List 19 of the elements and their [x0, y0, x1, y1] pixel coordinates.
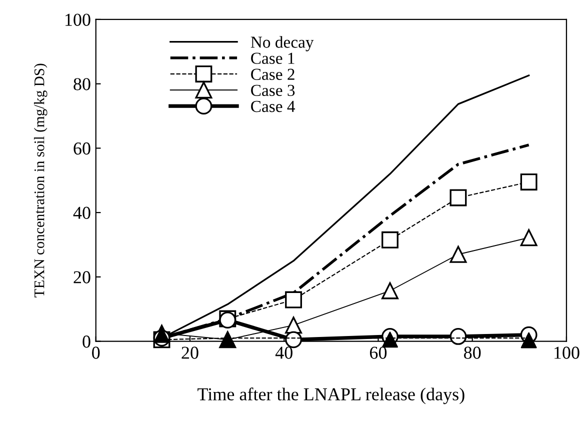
legend-label: Case 2	[251, 68, 294, 80]
x-tick-label: 80	[464, 346, 481, 359]
x-axis-title: Time after the LNAPL release (days)	[198, 388, 464, 404]
y-tick-label: 0	[82, 336, 90, 348]
x-tick-label: 100	[554, 346, 580, 359]
x-tick-label: 20	[182, 346, 198, 359]
legend-label: Case 4	[251, 100, 296, 112]
y-tick-label: 20	[74, 271, 90, 284]
x-tick-label: 40	[275, 346, 292, 359]
y-tick-label: 60	[74, 142, 90, 155]
y-axis-title: TEXN concentration in soil (mg/kg DS)	[34, 64, 48, 298]
y-tick-label: 80	[74, 78, 90, 90]
legend-label: Case 3	[251, 84, 295, 96]
y-tick-label: 100	[66, 14, 90, 26]
legend-label: No decay	[250, 36, 314, 52]
legend-label: Case 1	[251, 52, 294, 64]
x-tick-label: 60	[370, 346, 387, 359]
y-tick-label: 40	[73, 206, 90, 219]
x-tick-label: 0	[92, 346, 100, 359]
